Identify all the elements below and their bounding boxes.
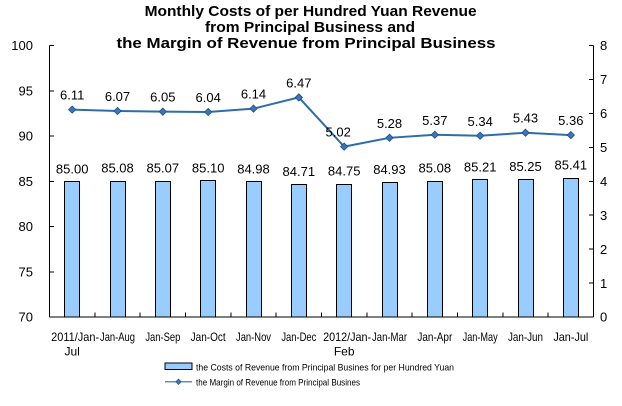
svg-text:5.28: 5.28 (377, 116, 402, 131)
svg-text:85.21: 85.21 (464, 159, 497, 174)
svg-text:84.75: 84.75 (328, 164, 361, 179)
svg-text:Jan-Apr: Jan-Apr (417, 330, 452, 344)
svg-text:4: 4 (600, 174, 607, 189)
svg-text:1: 1 (600, 276, 607, 291)
svg-text:6.11: 6.11 (60, 88, 84, 103)
svg-text:80: 80 (19, 219, 33, 234)
svg-text:85.00: 85.00 (56, 161, 89, 176)
svg-text:90: 90 (19, 129, 33, 144)
svg-text:84.71: 84.71 (283, 164, 316, 179)
svg-text:85.10: 85.10 (192, 160, 225, 175)
svg-text:8: 8 (600, 38, 607, 53)
svg-text:6.04: 6.04 (196, 90, 221, 105)
svg-text:5.34: 5.34 (468, 114, 493, 129)
svg-text:84.98: 84.98 (237, 161, 270, 176)
svg-text:Jan-Jul: Jan-Jul (553, 330, 588, 344)
svg-text:Jan-Oct: Jan-Oct (191, 330, 227, 344)
svg-text:5.37: 5.37 (422, 113, 447, 128)
svg-text:6.14: 6.14 (241, 87, 266, 102)
svg-text:6.05: 6.05 (150, 90, 175, 105)
svg-text:100: 100 (11, 38, 33, 53)
svg-text:Jan-Mar: Jan-Mar (372, 330, 407, 344)
svg-text:5.02: 5.02 (326, 125, 351, 140)
svg-text:3: 3 (600, 208, 607, 223)
svg-text:Jan-Jun: Jan-Jun (508, 330, 543, 344)
svg-text:84.93: 84.93 (373, 162, 406, 177)
svg-text:2012/Jan-: 2012/Jan- (323, 330, 371, 344)
svg-text:Jan-May: Jan-May (463, 330, 498, 344)
svg-text:the Margin of Revenue from Pri: the Margin of Revenue from Principal Bus… (196, 377, 360, 388)
svg-text:6.47: 6.47 (286, 75, 311, 90)
svg-text:Feb: Feb (334, 344, 355, 358)
svg-text:95: 95 (19, 83, 33, 98)
svg-text:Monthly Costs of per Hundred Y: Monthly Costs of per Hundred Yuan Revenu… (145, 3, 477, 20)
svg-text:85.25: 85.25 (509, 159, 542, 174)
svg-text:2011/Jan-: 2011/Jan- (51, 330, 99, 344)
svg-text:70: 70 (19, 310, 33, 325)
svg-text:the Margin of Revenue from Pri: the Margin of Revenue from Principal Bus… (117, 35, 496, 52)
svg-text:6.07: 6.07 (105, 89, 130, 104)
svg-text:the Costs of Revenue from Prin: the Costs of Revenue from Principal Busi… (196, 362, 454, 373)
svg-text:Jan-Sep: Jan-Sep (145, 330, 180, 344)
svg-text:Jan-Dec: Jan-Dec (281, 330, 316, 344)
svg-text:7: 7 (600, 72, 607, 87)
svg-text:from Principal Business and: from Principal Business and (205, 19, 415, 36)
svg-text:Jan-Nov: Jan-Nov (236, 330, 271, 344)
svg-text:85: 85 (19, 174, 33, 189)
svg-text:5.43: 5.43 (513, 111, 538, 126)
svg-text:Jan-Aug: Jan-Aug (100, 330, 135, 344)
svg-text:75: 75 (19, 264, 33, 279)
svg-text:2: 2 (600, 242, 607, 257)
svg-text:85.41: 85.41 (555, 158, 588, 173)
svg-text:6: 6 (600, 106, 607, 121)
svg-text:5.36: 5.36 (558, 113, 583, 128)
svg-text:5: 5 (600, 140, 607, 155)
svg-text:0: 0 (600, 310, 607, 325)
svg-text:85.08: 85.08 (101, 161, 134, 176)
svg-text:85.07: 85.07 (147, 161, 180, 176)
svg-text:Jul: Jul (64, 344, 79, 358)
svg-text:85.08: 85.08 (419, 161, 452, 176)
